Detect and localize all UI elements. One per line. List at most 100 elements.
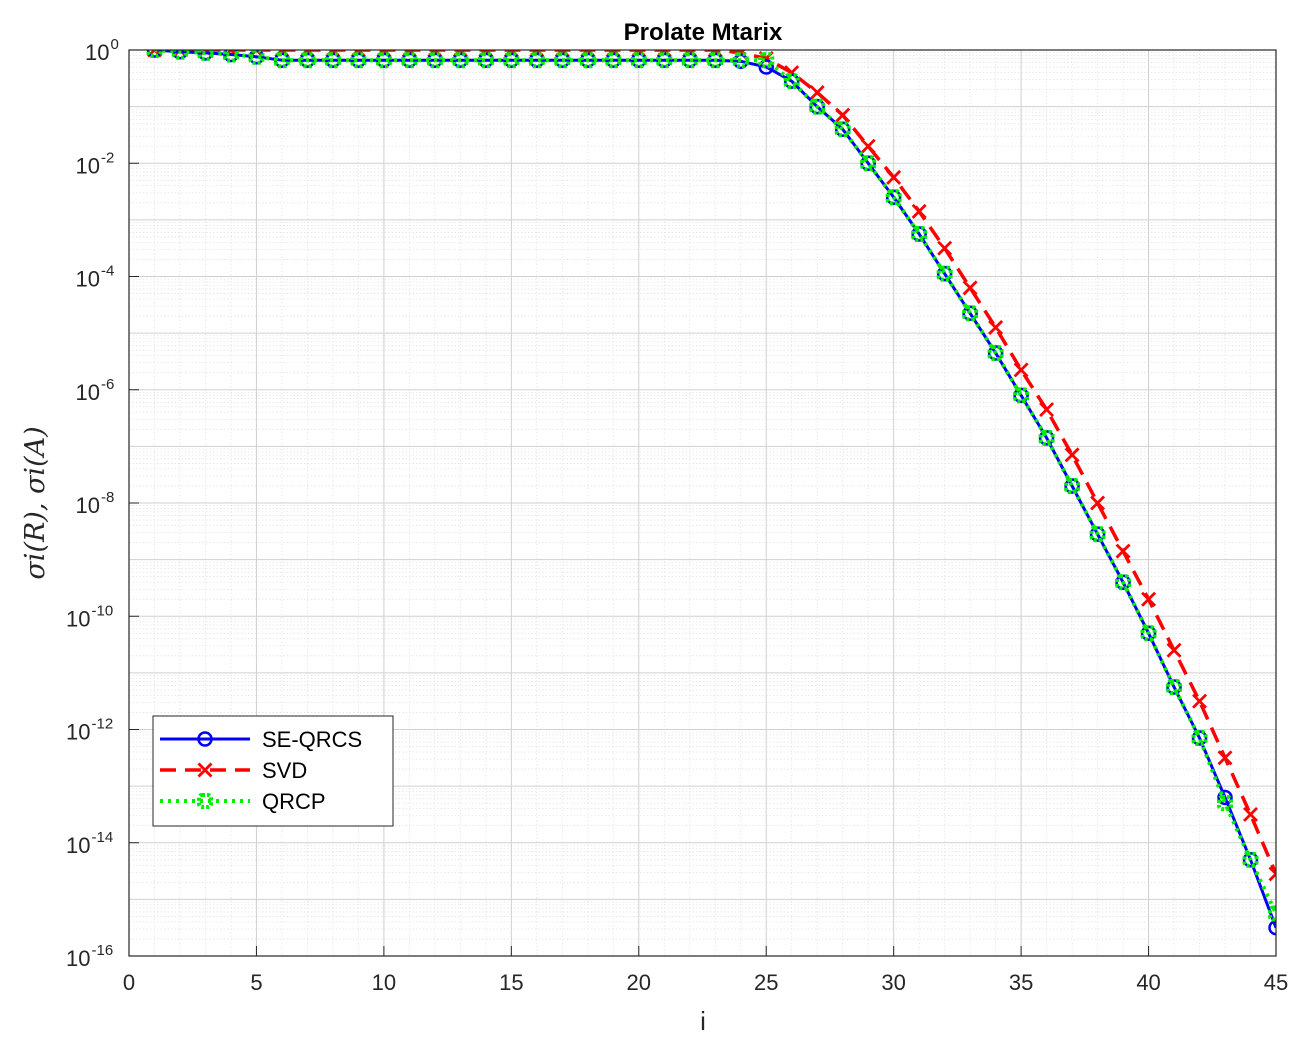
y-tick-base: 10	[66, 606, 90, 631]
data-point-qrcp	[681, 52, 698, 69]
y-tick-exponent: -14	[92, 829, 114, 846]
data-point-qrcp	[579, 52, 596, 69]
x-axis-label: i	[700, 1006, 706, 1036]
chart-title: Prolate Mtarix	[624, 19, 783, 46]
data-point-qrcp	[477, 52, 494, 69]
data-point-qrcp	[885, 189, 902, 206]
data-point-svd	[1013, 362, 1029, 378]
data-point-qrcp	[987, 344, 1004, 361]
y-tick-exponent: -10	[92, 602, 114, 619]
data-point-qrcp	[783, 73, 800, 90]
data-point-qrcp	[299, 52, 316, 69]
data-point-qrcp	[962, 305, 979, 322]
x-axis-ticks: 0 5 10 15 20 25 30 35 40 45	[123, 946, 1288, 995]
y-tick-label: 10 -12	[66, 716, 113, 745]
data-point-svd	[835, 107, 851, 123]
data-point-qrcp	[1217, 795, 1234, 812]
y-tick-exponent: -4	[101, 263, 114, 280]
data-point-qrcp	[860, 155, 877, 172]
y-tick-label: 10 0	[85, 36, 119, 65]
data-point-qrcp	[936, 265, 953, 282]
y-tick-exponent: 0	[111, 36, 119, 53]
data-point-qrcp	[554, 52, 571, 69]
x-tick-label: 35	[1009, 970, 1033, 995]
data-point-legend	[197, 762, 213, 778]
y-tick-base: 10	[76, 153, 100, 178]
data-point-svd	[911, 203, 927, 219]
y-tick-base: 10	[66, 833, 90, 858]
data-point-svd	[937, 240, 953, 256]
y-axis-label: σi(R), σi(A)	[20, 426, 51, 579]
y-tick-base: 10	[76, 380, 100, 405]
data-point-qrcp	[1191, 729, 1208, 746]
data-point-svd	[1141, 591, 1157, 607]
data-point-qrcp	[503, 52, 520, 69]
data-point-qrcp	[758, 52, 775, 69]
legend-entry-se-qrcs: SE-QRCS	[160, 727, 362, 752]
y-tick-exponent: -12	[92, 716, 114, 733]
y-tick-base: 10	[66, 946, 90, 971]
data-point-qrcp	[248, 50, 265, 65]
y-tick-label: 10 -10	[66, 602, 113, 631]
data-point-qrcp	[273, 52, 290, 69]
data-point-svd	[886, 169, 902, 185]
data-point-svd	[1064, 447, 1080, 463]
data-point-qrcp	[630, 52, 647, 69]
data-point-qrcp	[911, 226, 928, 243]
data-point-svd	[1268, 866, 1276, 882]
data-point-qrcp	[426, 52, 443, 69]
data-point-qrcp	[375, 52, 392, 69]
data-point-se-qrcs	[146, 50, 163, 58]
legend-label: SVD	[262, 758, 307, 783]
legend-label: SE-QRCS	[262, 727, 362, 752]
data-point-svd	[1039, 402, 1055, 418]
data-point-qrcp	[1140, 625, 1157, 642]
data-point-qrcp	[1064, 478, 1081, 495]
data-point-qrcp	[732, 52, 749, 69]
y-tick-exponent: -8	[101, 489, 114, 506]
data-point-qrcp	[1242, 851, 1259, 868]
data-point-qrcp	[1166, 679, 1183, 696]
data-point-svd	[860, 138, 876, 154]
data-point-qrcp	[324, 52, 341, 69]
x-tick-label: 25	[754, 970, 778, 995]
x-tick-label: 20	[627, 970, 651, 995]
y-tick-base: 10	[85, 40, 109, 65]
data-point-svd	[809, 84, 825, 100]
y-tick-base: 10	[76, 267, 100, 292]
data-point-svd	[1217, 750, 1233, 766]
data-point-qrcp	[350, 52, 367, 69]
data-point-qrcp	[1013, 387, 1030, 404]
data-point-qrcp	[656, 52, 673, 69]
x-tick-label: 45	[1264, 970, 1288, 995]
data-point-svd	[962, 280, 978, 296]
data-point-svd	[1192, 693, 1208, 709]
data-point-qrcp	[452, 52, 469, 69]
data-point-qrcp	[401, 52, 418, 69]
y-tick-label: 10 -4	[76, 263, 115, 292]
x-tick-label: 30	[881, 970, 905, 995]
x-tick-label: 0	[123, 970, 135, 995]
data-point-svd	[988, 319, 1004, 335]
series-layer	[146, 50, 1276, 936]
y-tick-label: 10 -16	[66, 942, 113, 971]
data-point-se-qrcs	[223, 50, 239, 63]
y-tick-exponent: -2	[101, 149, 114, 166]
x-tick-label: 40	[1136, 970, 1160, 995]
y-tick-label: 10 -8	[76, 489, 115, 518]
legend-label: QRCP	[262, 789, 326, 814]
data-point-svd	[1243, 806, 1259, 822]
series-line	[154, 50, 1276, 875]
data-point-legend	[197, 731, 213, 747]
data-point-svd	[1166, 642, 1182, 658]
x-tick-label: 15	[499, 970, 523, 995]
y-tick-exponent: -6	[101, 376, 114, 393]
y-tick-base: 10	[76, 493, 100, 518]
data-point-qrcp	[1115, 574, 1132, 591]
x-tick-label: 10	[372, 970, 396, 995]
data-point-se-qrcs	[1268, 919, 1276, 936]
data-point-svd	[1115, 543, 1131, 559]
y-tick-exponent: -16	[92, 942, 114, 959]
